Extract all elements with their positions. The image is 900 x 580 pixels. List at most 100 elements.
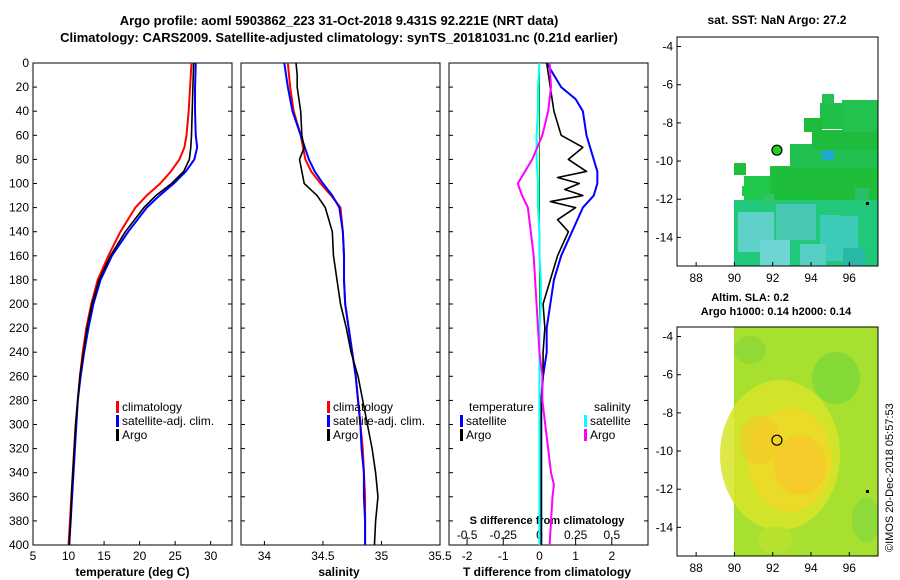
sst-map-title: sat. SST: NaN Argo: 27.2 xyxy=(708,13,847,27)
salinity-diff-x-tick-label: -0.5 xyxy=(457,528,478,542)
salinity-x-tick-label: 35 xyxy=(375,549,389,563)
salinity-diff-x-tick-label: 0.25 xyxy=(564,528,588,542)
map-x-tick-label: 94 xyxy=(804,561,818,575)
imos-credit: ©IMOS 20-Dec-2018 05:57:53 xyxy=(884,403,896,552)
map-y-tick-label: -4 xyxy=(662,40,673,54)
depth-tick-label: 120 xyxy=(9,201,29,215)
map-y-tick-label: -14 xyxy=(656,520,674,534)
salinity-diff-x-tick-label: -0.25 xyxy=(490,528,518,542)
temperature-legend-1-label: satellite-adj. clim. xyxy=(122,414,214,428)
sst-map-axes: 88 90 92 94 96 -4 -6 -8 -10 -12 -14 xyxy=(656,36,879,285)
difference-x-tick-label: 0 xyxy=(536,549,543,563)
salinity-legend-1-swatch xyxy=(327,415,330,427)
map-frame xyxy=(676,326,879,557)
sla-map-axes: 88 90 92 94 96 -4 -6 -8 -10 -12 -14 xyxy=(656,326,879,575)
sla-map-title: Altim. SLA: 0.2 xyxy=(711,292,789,304)
depth-tick-label: 200 xyxy=(9,297,29,311)
depth-tick-label: 0 xyxy=(22,56,29,70)
temperature-legend-2-swatch xyxy=(116,429,119,441)
map-y-tick-label: -8 xyxy=(662,116,673,130)
salinity-difference-axis-label: S difference from climatology xyxy=(470,515,626,527)
difference-legend-s-1-label: Argo xyxy=(590,428,616,442)
temperature-legend-1-swatch xyxy=(116,415,119,427)
salinity-x-tick-label: 35.5 xyxy=(428,549,452,563)
sla-map-subtitle: Argo h1000: 0.14 h2000: 0.14 xyxy=(701,306,852,318)
salinity-legend-0-label: climatology xyxy=(333,400,393,414)
salinity-diff-x-tick-label: 0.5 xyxy=(603,528,620,542)
sla-field xyxy=(720,327,878,556)
salinity-panel: 34 34.5 35 35.5 salinity climatologysatellite… xyxy=(240,62,452,579)
depth-tick-label: 180 xyxy=(9,273,29,287)
salinity-legend-1-label: satellite-adj. clim. xyxy=(333,414,425,428)
difference-line-3 xyxy=(516,62,555,546)
depth-tick-label: 220 xyxy=(9,321,29,335)
map-y-tick-label: -10 xyxy=(656,444,674,458)
map-x-tick-label: 96 xyxy=(843,271,857,285)
depth-tick-label: 340 xyxy=(9,466,29,480)
map-x-tick-label: 90 xyxy=(728,561,742,575)
difference-legend-s-1-swatch xyxy=(584,429,587,441)
map-frame xyxy=(676,36,879,267)
difference-legend-t-0-swatch xyxy=(460,415,463,427)
difference-legend-s-0-label: satellite xyxy=(590,414,631,428)
map-y-tick-label: -4 xyxy=(662,330,673,344)
depth-tick-label: 300 xyxy=(9,418,29,432)
salinity-legend-2-label: Argo xyxy=(333,428,359,442)
sla-map-panel: Altim. SLA: 0.2 Argo h1000: 0.14 h2000: … xyxy=(656,292,879,575)
salinity-x-tick-label: 34 xyxy=(258,549,272,563)
depth-tick-label: 260 xyxy=(9,369,29,383)
sst-map-panel: sat. SST: NaN Argo: 27.2 88 xyxy=(656,13,879,285)
salinity-x-tick-label: 34.5 xyxy=(311,549,335,563)
map-x-tick-label: 88 xyxy=(689,561,703,575)
depth-tick-label: 320 xyxy=(9,442,29,456)
map-x-tick-label: 96 xyxy=(843,561,857,575)
salinity-line-1 xyxy=(283,62,367,545)
temperature-x-tick-label: 15 xyxy=(97,549,111,563)
difference-x-tick-label: 1 xyxy=(572,549,579,563)
temperature-x-tick-label: 30 xyxy=(204,549,218,563)
salinity-axis-label: salinity xyxy=(318,565,360,579)
map-y-tick-label: -12 xyxy=(656,192,674,206)
depth-tick-label: 140 xyxy=(9,225,29,239)
depth-tick-label: 160 xyxy=(9,249,29,263)
difference-legend-s-0-swatch xyxy=(584,415,587,427)
map-x-tick-label: 92 xyxy=(766,561,780,575)
depth-tick-label: 380 xyxy=(9,514,29,528)
temperature-x-tick-label: 10 xyxy=(62,549,76,563)
temperature-legend-0-swatch xyxy=(116,401,119,413)
temperature-difference-axis-label: T difference from climatology xyxy=(463,565,631,579)
difference-plot-frame xyxy=(448,62,649,546)
depth-tick-label: 400 xyxy=(9,538,29,552)
map-y-tick-label: -12 xyxy=(656,482,674,496)
difference-line-1 xyxy=(540,62,588,545)
difference-line-2 xyxy=(535,62,542,545)
temperature-plot-frame xyxy=(32,62,233,546)
map-x-tick-label: 92 xyxy=(766,271,780,285)
map-y-tick-label: -8 xyxy=(662,406,673,420)
argo-position-marker xyxy=(771,144,783,156)
temperature-x-tick-label: 5 xyxy=(30,549,37,563)
temperature-legend-0-label: climatology xyxy=(122,400,182,414)
map-y-tick-label: -14 xyxy=(656,230,674,244)
map-x-tick-label: 88 xyxy=(689,271,703,285)
temperature-x-tick-label: 25 xyxy=(168,549,182,563)
figure-title-line1: Argo profile: aoml 5903862_223 31-Oct-20… xyxy=(120,13,559,28)
salinity-legend-0-swatch xyxy=(327,401,330,413)
difference-x-tick-label: -1 xyxy=(498,549,509,563)
map-x-tick-label: 90 xyxy=(728,271,742,285)
difference-legend-t-0-label: satellite xyxy=(466,414,507,428)
salinity-line-2 xyxy=(295,62,379,546)
map-y-tick-label: -6 xyxy=(662,368,673,382)
sst-field xyxy=(734,94,878,266)
temperature-line-2 xyxy=(68,62,195,546)
map-y-tick-label: -6 xyxy=(662,78,673,92)
argo-position-marker xyxy=(771,434,783,446)
difference-legend-t-1-label: Argo xyxy=(466,428,492,442)
depth-tick-label: 100 xyxy=(9,177,29,191)
difference-legend-salinity-title: salinity xyxy=(594,400,631,414)
salinity-legend-2-swatch xyxy=(327,429,330,441)
temperature-axis-label: temperature (deg C) xyxy=(75,565,189,579)
map-y-tick-label: -10 xyxy=(656,154,674,168)
difference-legend-temperature-title: temperature xyxy=(469,400,534,414)
